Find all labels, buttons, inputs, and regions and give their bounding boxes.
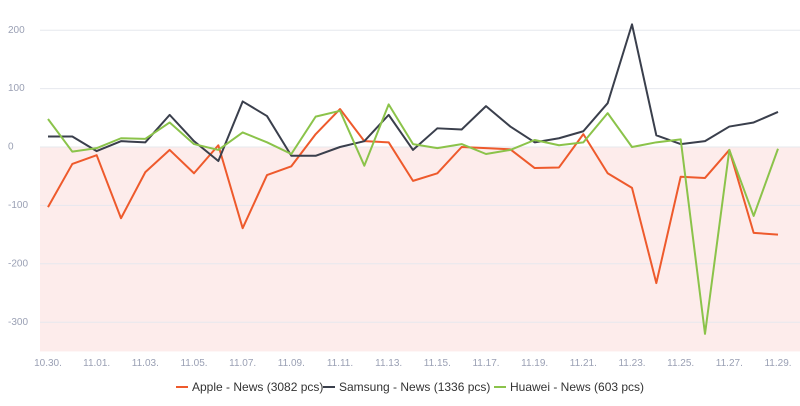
x-tick-label: 11.17.	[472, 358, 499, 369]
x-tick-label: 11.13.	[375, 358, 402, 369]
x-tick-label: 11.03.	[132, 358, 159, 369]
legend-label: Apple - News (3082 pcs)	[192, 380, 323, 394]
y-tick-label: 200	[8, 25, 25, 36]
x-tick-label: 11.27.	[716, 358, 743, 369]
x-tick-label: 10.30.	[34, 358, 62, 369]
x-tick-label: 11.15.	[424, 358, 451, 369]
x-tick-label: 11.25.	[667, 358, 694, 369]
x-tick-label: 11.29.	[764, 358, 791, 369]
y-tick-label: 0	[8, 142, 14, 153]
legend-label: Huawei - News (603 pcs)	[510, 380, 644, 394]
y-tick-label: -100	[8, 200, 28, 211]
line	[47, 103, 779, 335]
x-tick-label: 11.23.	[618, 358, 645, 369]
x-tick-label: 11.19.	[521, 358, 548, 369]
y-tick-label: 100	[8, 83, 25, 94]
x-tick-label: 11.07.	[229, 358, 256, 369]
y-tick-label: -300	[8, 317, 28, 328]
x-tick-label: 11.01.	[83, 358, 110, 369]
negative-area	[40, 147, 800, 352]
x-tick-label: 11.21.	[570, 358, 597, 369]
line	[47, 108, 779, 285]
line	[48, 23, 779, 163]
x-tick-label: 11.11.	[327, 358, 353, 369]
legend-label: Samsung - News (1336 pcs)	[339, 380, 490, 394]
x-tick-label: 11.05.	[180, 358, 207, 369]
y-tick-label: -200	[8, 258, 28, 269]
x-tick-label: 11.09.	[278, 358, 305, 369]
